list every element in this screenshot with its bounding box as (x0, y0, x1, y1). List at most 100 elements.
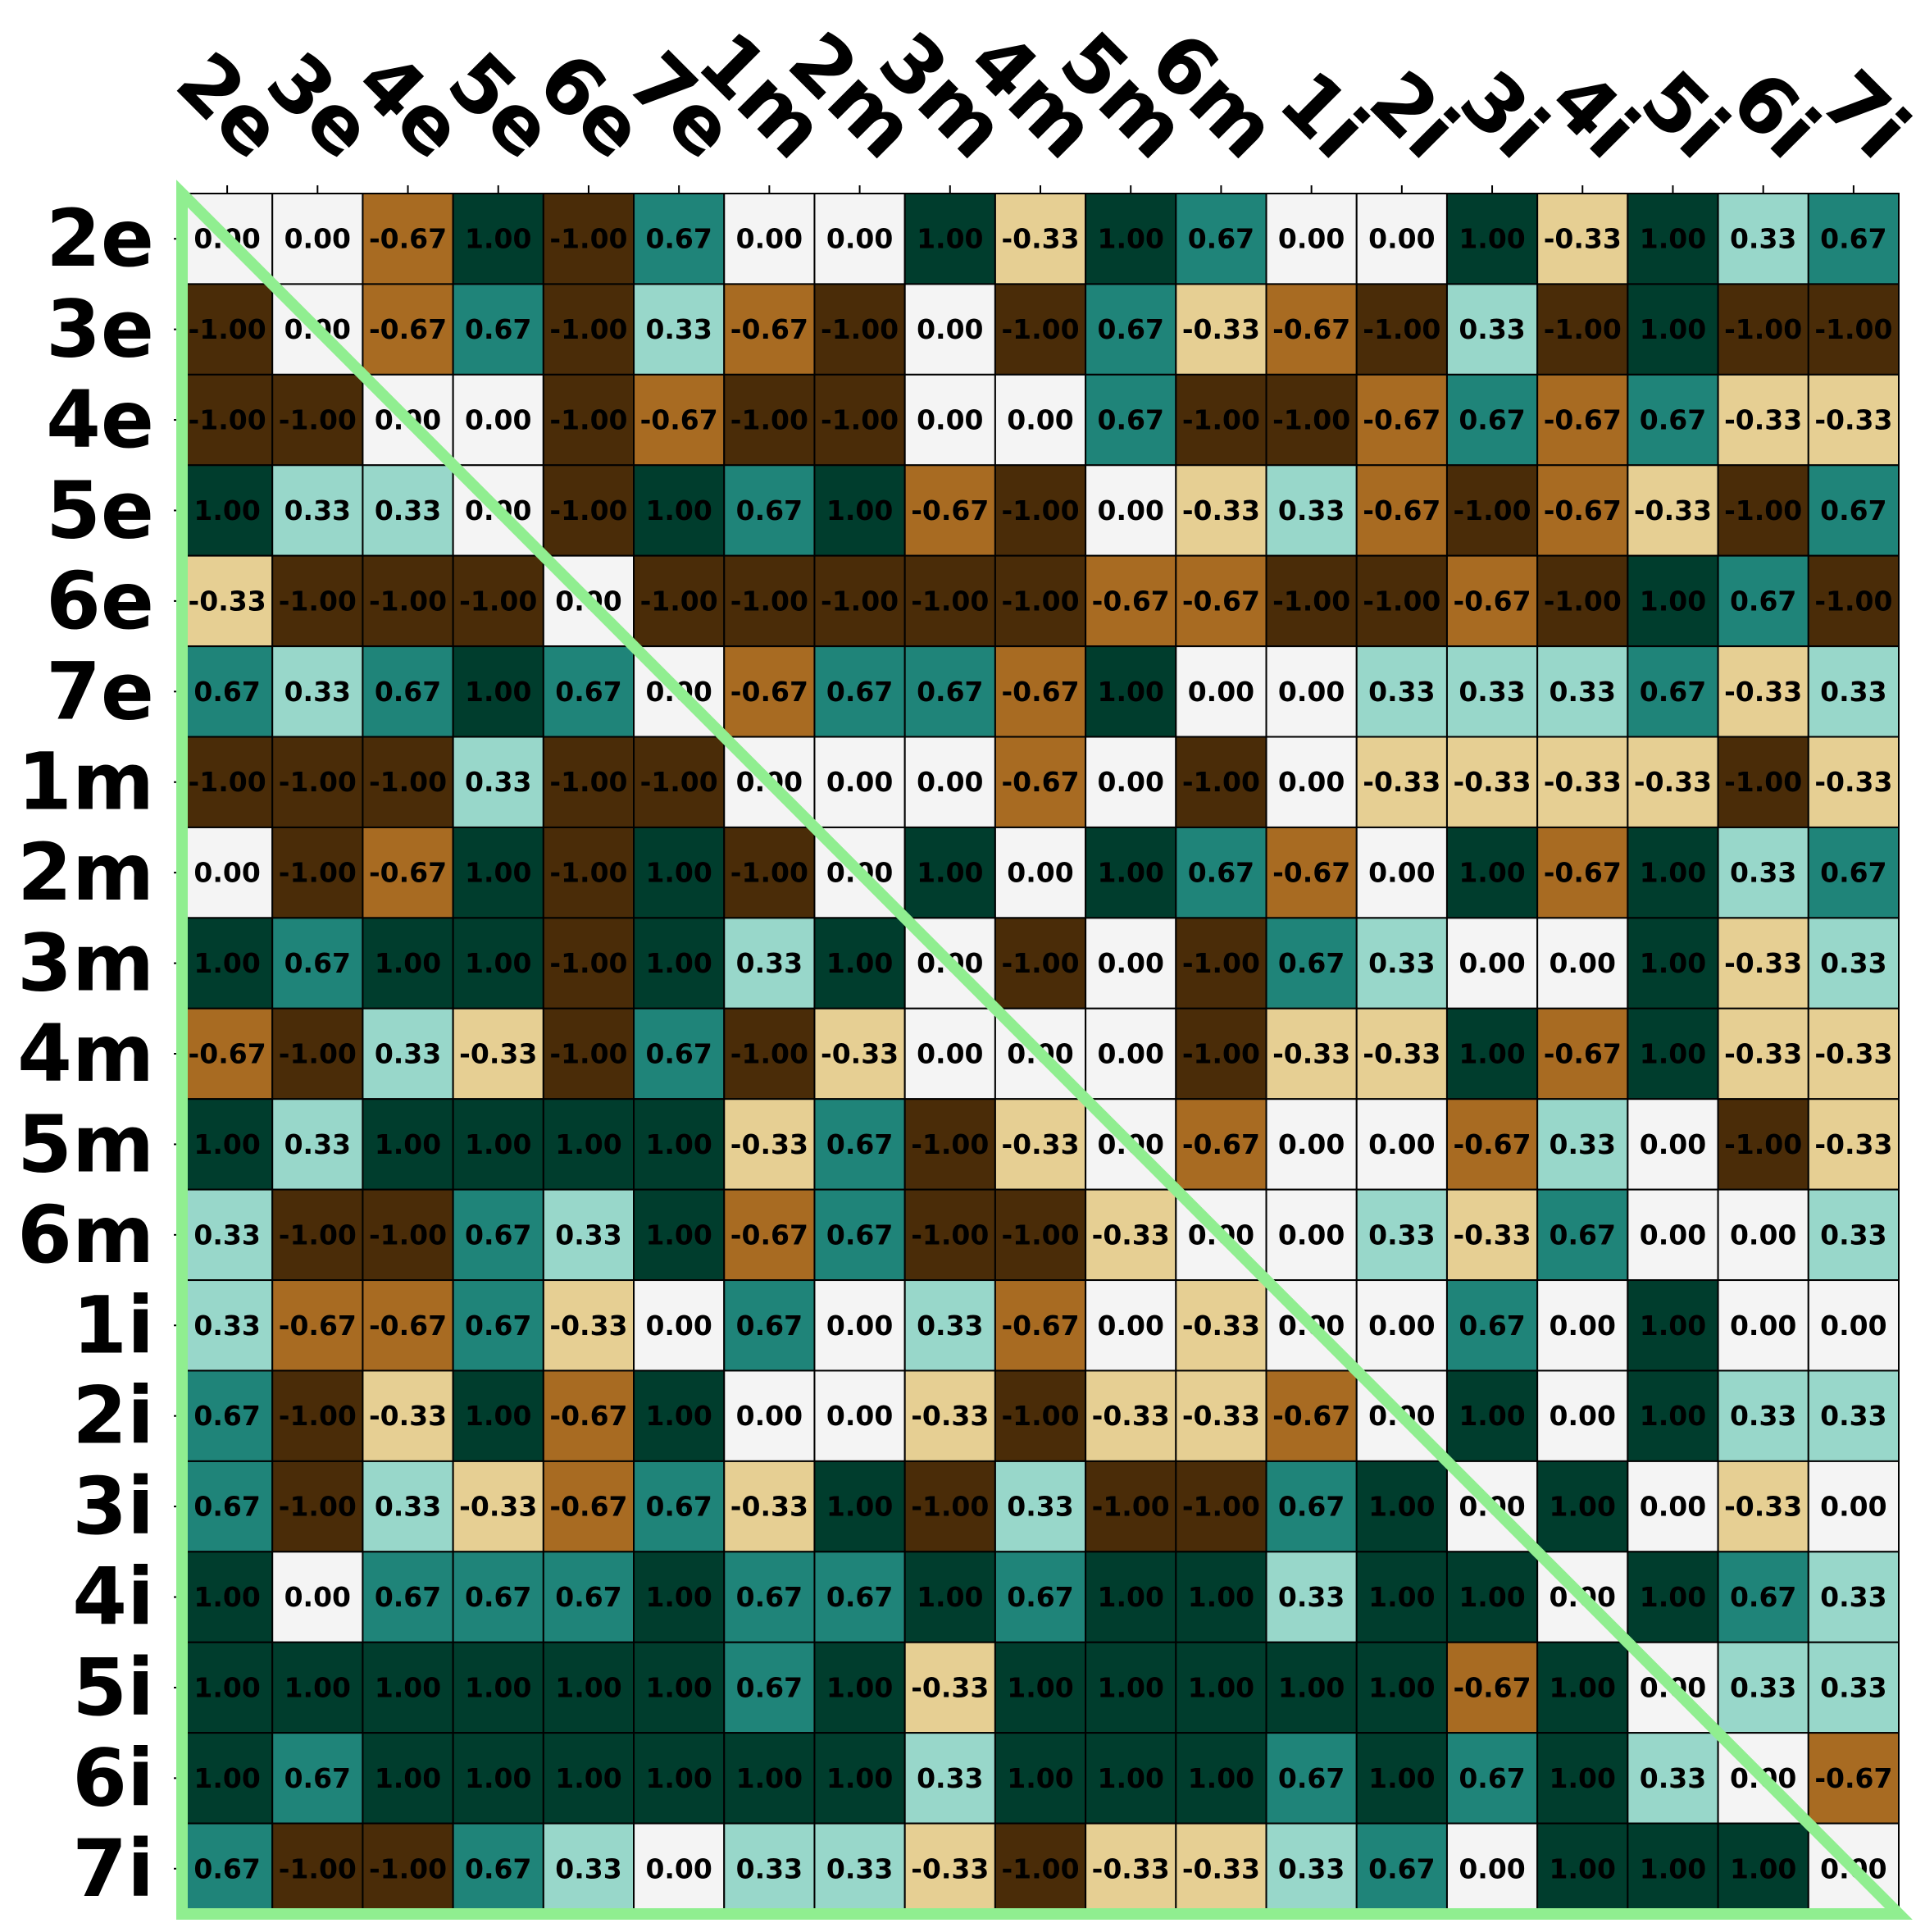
cell-value-6e-6i: 0.67 (1730, 585, 1796, 617)
cell-value-5e-3i: -1.00 (1453, 494, 1531, 526)
heatmap-cell-5i-2e (181, 1641, 274, 1734)
cell-value-7i-4i: 1.00 (1550, 1852, 1616, 1884)
heatmap-cell-5e-6m (1175, 464, 1267, 557)
heatmap-cell-4m-2m (813, 1007, 906, 1100)
heatmap-cell-6e-2e (181, 554, 274, 648)
cell-value-5e-7e: 1.00 (645, 494, 712, 526)
heatmap-cell-6m-7i (1807, 1188, 1900, 1282)
heatmap-cell-5i-1i (1265, 1641, 1358, 1734)
heatmap-cell-5e-1m (723, 464, 816, 557)
cell-value-3e-4e: -0.67 (369, 313, 447, 345)
cell-value-7i-7e: 0.00 (645, 1852, 712, 1884)
heatmap-cell-3i-7i (1807, 1460, 1900, 1553)
cell-value-2i-1m: 0.00 (736, 1400, 803, 1432)
cell-value-5m-1m: -0.33 (730, 1128, 808, 1160)
cell-value-4m-1m: -1.00 (730, 1038, 808, 1070)
cell-value-5m-3i: -0.67 (1453, 1128, 1531, 1160)
cell-value-6i-4m: 1.00 (1007, 1762, 1073, 1794)
cell-value-5m-6m: -0.67 (1182, 1128, 1260, 1160)
cell-value-6e-1m: -1.00 (730, 585, 808, 617)
heatmap-cell-5i-4m (994, 1641, 1087, 1734)
heatmap-cell-2i-6m (1175, 1369, 1267, 1462)
row-label-6i: 6i (72, 1732, 154, 1824)
heatmap-cell-3i-4e (362, 1460, 454, 1553)
cell-value-4i-7i: 0.33 (1820, 1581, 1886, 1613)
heatmap-cell-7e-2m (813, 645, 906, 738)
heatmap-cell-1i-2m (813, 1279, 906, 1372)
cell-value-3e-5e: 0.67 (465, 313, 531, 345)
cell-value-3e-7i: -1.00 (1814, 313, 1892, 345)
heatmap-cell-1i-3m (903, 1279, 996, 1372)
heatmap-cell-2i-5i (1627, 1369, 1719, 1462)
cell-value-1i-2i: 0.00 (1368, 1310, 1435, 1342)
cell-value-4m-6m: -1.00 (1182, 1038, 1260, 1070)
cell-value-6m-3m: -1.00 (911, 1219, 989, 1251)
cell-value-7e-2i: 0.33 (1368, 676, 1435, 708)
cell-value-1i-7e: 0.00 (645, 1310, 712, 1342)
heatmap-cell-1m-7e (633, 736, 726, 828)
cell-value-7i-5i: 1.00 (1640, 1852, 1706, 1884)
heatmap-cell-1m-3m (903, 736, 996, 828)
cell-value-2e-2m: 0.00 (826, 223, 893, 255)
cell-value-3e-3i: 0.33 (1459, 313, 1525, 345)
row-label-4e: 4e (46, 374, 154, 466)
cell-value-1m-6e: -1.00 (549, 766, 627, 798)
cell-value-4i-5e: 0.67 (465, 1581, 531, 1613)
heatmap-cell-1i-1m (723, 1279, 816, 1372)
heatmap-cell-3e-2e (181, 283, 274, 376)
cell-value-7i-2i: 0.67 (1368, 1852, 1435, 1884)
cell-value-7i-4e: -1.00 (369, 1852, 447, 1884)
cell-value-7i-5m: -0.33 (1092, 1852, 1170, 1884)
heatmap-cell-4i-7e (633, 1551, 726, 1643)
heatmap-cell-4i-3i (1445, 1551, 1539, 1643)
heatmap-cell-6e-4e (362, 554, 454, 648)
row-label-2i: 2i (72, 1370, 154, 1462)
cell-value-4e-6m: -1.00 (1182, 404, 1260, 436)
cell-value-4m-4e: 0.33 (375, 1038, 441, 1070)
heatmap-cell-4e-3i (1445, 373, 1539, 467)
cell-value-1i-1m: 0.67 (736, 1310, 803, 1342)
cell-value-6e-2i: -1.00 (1363, 585, 1440, 617)
heatmap-cell-7e-4m (994, 645, 1087, 738)
heatmap-cell-3i-6i (1717, 1460, 1809, 1553)
cell-value-4e-3e: -1.00 (279, 404, 357, 436)
cell-value-6i-7i: -0.67 (1814, 1762, 1892, 1794)
cell-value-6e-4m: -1.00 (1001, 585, 1079, 617)
heatmap-cell-7e-5i (1627, 645, 1719, 738)
cell-value-1m-4e: -1.00 (369, 766, 447, 798)
cell-value-1i-3e: -0.67 (279, 1310, 357, 1342)
heatmap-cell-7e-6e (542, 645, 635, 738)
heatmap-cell-4e-4m (994, 373, 1087, 467)
cell-value-7e-6i: -0.33 (1724, 676, 1802, 708)
cell-value-5m-3m: -1.00 (911, 1128, 989, 1160)
cell-value-7i-2m: 0.33 (826, 1852, 893, 1884)
heatmap-cell-3m-3e (271, 917, 364, 1009)
cell-value-4e-6e: -1.00 (549, 404, 627, 436)
heatmap-cell-4e-5e (452, 373, 544, 467)
cell-value-3m-4e: 1.00 (375, 947, 441, 979)
cell-value-2m-4m: 0.00 (1007, 857, 1073, 889)
cell-value-5e-2e: 1.00 (193, 494, 260, 526)
cell-value-5i-7i: 0.33 (1820, 1671, 1886, 1703)
heatmap-cell-6m-5i (1627, 1188, 1719, 1282)
cell-value-3e-7e: 0.33 (645, 313, 712, 345)
heatmap-cell-2e-7e (633, 193, 726, 285)
cell-value-4e-3i: 0.67 (1459, 404, 1525, 436)
heatmap-cell-2m-7i (1807, 826, 1900, 919)
heatmap-cell-6i-6e (542, 1732, 635, 1825)
cell-value-4m-5i: 1.00 (1640, 1038, 1706, 1070)
heatmap-cell-2e-2m (813, 193, 906, 285)
cell-value-3i-5e: -0.33 (459, 1491, 537, 1523)
cell-value-1m-3i: -0.33 (1453, 766, 1531, 798)
cell-value-6e-5i: 1.00 (1640, 585, 1706, 617)
cell-value-4m-3i: 1.00 (1459, 1038, 1525, 1070)
cell-value-4i-6i: 0.67 (1730, 1581, 1796, 1613)
cell-value-1m-6m: -1.00 (1182, 766, 1260, 798)
cell-value-5i-1i: 1.00 (1278, 1671, 1345, 1703)
heatmap-cell-3e-4e (362, 283, 454, 376)
cell-value-5i-4i: 1.00 (1550, 1671, 1616, 1703)
heatmap-cell-4i-3m (903, 1551, 996, 1643)
cell-value-6m-7e: 1.00 (645, 1219, 712, 1251)
heatmap-cell-5i-4i (1536, 1641, 1629, 1734)
